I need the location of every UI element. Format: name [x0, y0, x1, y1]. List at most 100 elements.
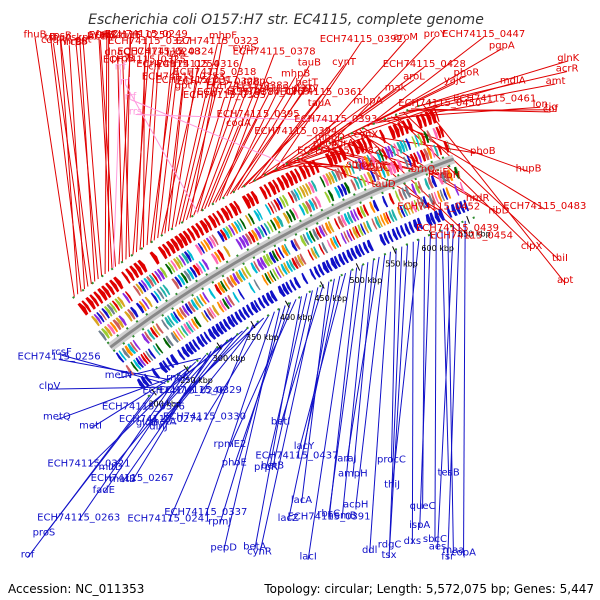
forward-colored-arrow: [403, 156, 409, 169]
reverse-colored-arrow: [115, 352, 125, 363]
forward-gene-arrow: [298, 165, 307, 180]
reverse-gene-connector: [390, 249, 397, 463]
forward-gene-connector: [248, 146, 326, 185]
reverse-gene-connector: [58, 359, 171, 381]
tick-label: 300 kbp: [213, 354, 246, 363]
reverse-colored-arrow: [142, 352, 151, 363]
forward-colored-arrow: [247, 213, 255, 225]
reverse-gene-label: lacZ: [278, 513, 299, 524]
reverse-colored-arrow: [167, 315, 175, 326]
forward-gene-label: ribH: [440, 170, 461, 181]
reverse-colored-arrow: [130, 361, 139, 372]
forward-gene-label: rpsB: [49, 30, 72, 41]
forward-gene-connector: [256, 121, 337, 181]
tick-mark: [151, 388, 157, 396]
forward-gene-label: ECH74115_0248: [117, 47, 200, 58]
reverse-gene-label: araJ: [337, 453, 356, 464]
reverse-gene-arrow: [399, 225, 407, 237]
forward-gene-connector: [60, 38, 92, 285]
forward-gene-arrow: [259, 186, 268, 200]
reverse-gene-label: aes: [429, 541, 447, 552]
forward-colored-arrow: [254, 227, 262, 240]
reverse-colored-arrow: [337, 216, 345, 228]
reverse-colored-arrow: [365, 220, 373, 233]
forward-colored-arrow: [423, 148, 430, 161]
forward-gene-arrow: [203, 217, 213, 231]
rna-gene-connector: [112, 69, 121, 269]
tick-mark: [355, 263, 361, 271]
forward-gene-label: ECH74115_0452: [397, 202, 480, 213]
forward-colored-arrow: [180, 272, 189, 284]
forward-gene-arrow: [133, 262, 144, 276]
forward-gene-label: acrR: [556, 63, 579, 74]
reverse-colored-arrow: [424, 178, 431, 190]
forward-gene-label: clpX: [521, 241, 543, 252]
forward-gene-arrow: [263, 184, 272, 198]
reverse-colored-arrow: [145, 350, 154, 361]
reverse-colored-arrow: [237, 288, 245, 300]
reverse-gene-label: ECH74115_0274: [119, 414, 202, 425]
forward-colored-arrow: [106, 323, 116, 335]
forward-colored-arrow: [189, 266, 198, 278]
reverse-colored-arrow: [299, 235, 307, 247]
reverse-colored-arrow: [288, 259, 296, 271]
forward-gene-arrow: [246, 193, 256, 207]
reverse-gene-connector: [447, 223, 460, 560]
forward-colored-arrow: [337, 167, 344, 180]
forward-colored-arrow: [143, 277, 152, 289]
tick-mark: [392, 246, 397, 254]
forward-gene-arrow: [378, 129, 386, 144]
reverse-gene-connector: [434, 232, 437, 543]
forward-gene-label: ECH74115_0318: [173, 67, 256, 78]
forward-colored-arrow: [293, 189, 301, 201]
reverse-gene-arrow: [412, 219, 420, 232]
tick-label: 500 kbp: [350, 276, 383, 285]
reverse-gene-label: matA: [150, 417, 177, 428]
reverse-colored-arrow: [177, 327, 186, 338]
reverse-gene-connector: [272, 290, 313, 469]
forward-colored-arrow: [270, 201, 278, 213]
forward-colored-arrow: [393, 160, 400, 173]
forward-colored-arrow: [273, 199, 281, 211]
map-title: Escherichia coli O157:H7 str. EC4115, co…: [88, 12, 484, 28]
reverse-gene-arrow: [434, 210, 441, 223]
genome-summary-text: Topology: circular; Length: 5,572,075 bp…: [264, 582, 594, 596]
forward-gene-label: skp: [71, 33, 88, 44]
reverse-colored-arrow: [274, 267, 282, 279]
reverse-gene-label: tesB: [438, 468, 460, 479]
forward-colored-arrow: [216, 249, 225, 261]
forward-gene-arrow: [324, 153, 334, 167]
reverse-gene-arrow: [346, 249, 354, 262]
reverse-gene-label: ECH74115_0437: [255, 450, 338, 461]
forward-gene-label: cdaR: [41, 35, 66, 46]
reverse-colored-arrow: [333, 218, 341, 230]
reverse-colored-arrow: [417, 180, 424, 193]
forward-colored-arrow: [423, 131, 430, 144]
reverse-colored-arrow: [220, 280, 228, 292]
reverse-colored-arrow: [193, 297, 202, 309]
reverse-gene-label: phoE: [222, 457, 247, 468]
forward-colored-arrow: [337, 185, 344, 197]
forward-colored-arrow: [375, 150, 382, 163]
reverse-colored-arrow: [324, 222, 332, 234]
tick-label: 600 kbp: [421, 244, 454, 253]
forward-gene-label: ribD: [488, 206, 509, 217]
forward-colored-arrow: [118, 315, 127, 326]
forward-gene-label: tauC: [367, 163, 390, 174]
forward-gene-arrow: [190, 225, 201, 239]
reverse-gene-connector: [265, 293, 308, 470]
forward-gene-connector: [196, 50, 246, 214]
forward-gene-arrow: [125, 268, 135, 282]
forward-colored-arrow: [383, 164, 390, 177]
reverse-gene-arrow: [391, 228, 399, 241]
forward-colored-arrow: [195, 262, 204, 274]
forward-gene-connector: [394, 114, 533, 250]
reverse-colored-arrow: [223, 278, 231, 290]
label-connector-lines: [27, 36, 569, 560]
forward-gene-arrow: [406, 118, 414, 133]
reverse-gene-arrow: [387, 230, 394, 243]
reverse-gene-connector: [436, 225, 455, 550]
forward-gene-label: cynT: [332, 57, 357, 68]
reverse-colored-arrow: [346, 229, 353, 242]
forward-colored-arrow: [411, 136, 417, 148]
